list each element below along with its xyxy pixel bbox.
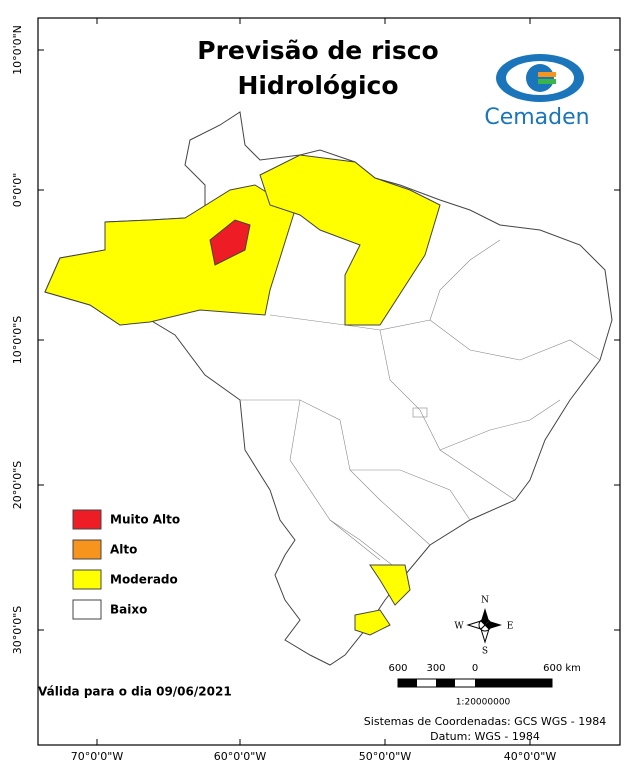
legend-swatch: [72, 539, 102, 560]
compass-label: N: [481, 596, 489, 606]
validity-date: Válida para o dia 09/06/2021: [38, 685, 232, 699]
legend-label: Muito Alto: [110, 513, 180, 527]
scale-ratio: 1:20000000: [456, 698, 511, 708]
latitude-label: 0°0'0": [11, 173, 24, 208]
longitude-label: 50°0'0"W: [359, 750, 412, 763]
footer-line: Datum: WGS - 1984: [430, 730, 540, 743]
title-line: Hidrológico: [237, 71, 398, 100]
scale-label: 300: [426, 663, 445, 674]
legend-label: Moderado: [110, 573, 178, 587]
compass-rose: N S E W: [454, 596, 513, 657]
footer-line: Sistemas de Coordenadas: GCS WGS - 1984: [364, 715, 606, 728]
graticule-ticks: 10°0'0"N 0°0'0" 10°0'0"S 20°0'0"S 30°0'0"S 70…: [11, 18, 620, 763]
logo-text: Cemaden: [484, 105, 589, 130]
longitude-label: 60°0'0"W: [214, 750, 267, 763]
scale-label: 600: [388, 663, 407, 674]
compass-label: S: [482, 647, 488, 657]
legend: Muito Alto Alto Moderado Baixo: [72, 509, 180, 620]
region-moderate: [354, 609, 391, 636]
scale-bar: 600 300 0 600 km 1:20000000: [388, 663, 580, 708]
compass-label: W: [454, 622, 464, 632]
compass-label: E: [507, 622, 514, 632]
region-very-high: [209, 219, 251, 266]
legend-swatch: [72, 569, 102, 590]
scale-label: 0: [472, 663, 478, 674]
scale-label: 600 km: [543, 663, 581, 674]
title-line: Previsão de risco: [197, 36, 438, 65]
longitude-label: 40°0'0"W: [504, 750, 557, 763]
legend-swatch: [72, 599, 102, 620]
latitude-label: 20°0'0"S: [11, 461, 24, 510]
longitude-label: 70°0'0"W: [71, 750, 124, 763]
legend-label: Alto: [110, 543, 137, 557]
logo: Cemaden: [484, 54, 590, 130]
latitude-label: 10°0'0"S: [11, 316, 24, 365]
region-moderate: [369, 564, 411, 606]
latitude-label: 30°0'0"S: [11, 606, 24, 655]
latitude-label: 10°0'0"N: [11, 25, 24, 75]
legend-swatch: [72, 509, 102, 530]
region-moderate: [259, 154, 441, 326]
legend-label: Baixo: [110, 603, 147, 617]
